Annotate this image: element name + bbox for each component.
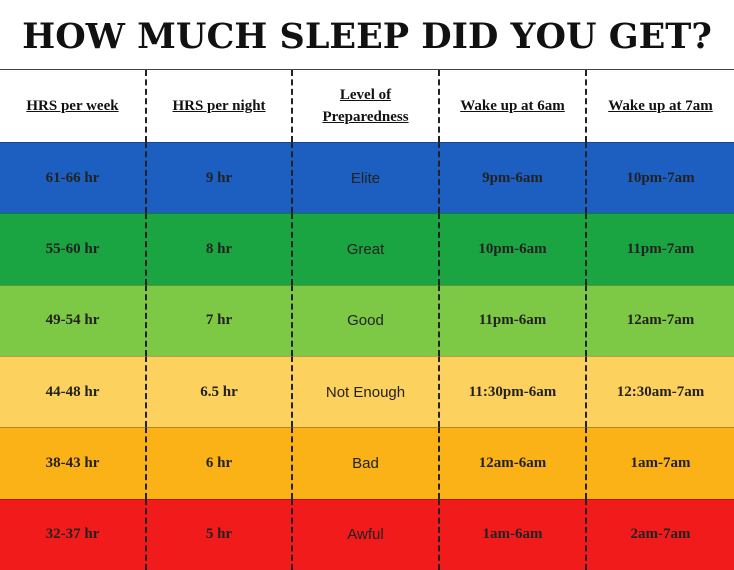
- table-cell: 9pm-6am: [440, 142, 587, 214]
- table-cell: 6 hr: [147, 427, 293, 499]
- table-cell: 55-60 hr: [0, 213, 147, 285]
- table-cell: 1am-7am: [587, 427, 734, 499]
- table-cell: 11pm-6am: [440, 284, 587, 356]
- table-cell: 8 hr: [147, 213, 293, 285]
- table-cell: 49-54 hr: [0, 284, 147, 356]
- column-header: Wake up at 6am: [440, 70, 587, 142]
- table-cell: Not Enough: [293, 355, 440, 428]
- column-header: Wake up at 7am: [587, 70, 734, 142]
- table-cell: 1am-6am: [440, 498, 587, 570]
- table-cell: Bad: [293, 427, 440, 499]
- table-cell: Great: [293, 213, 440, 285]
- table-cell: 2am-7am: [587, 498, 734, 570]
- sleep-table: HRS per week HRS per night Level of Prepar…: [0, 70, 734, 570]
- title: HOW MUCH SLEEP DID YOU GET?: [0, 0, 734, 70]
- table-cell: 11:30pm-6am: [440, 355, 587, 428]
- table-cell: 61-66 hr: [0, 142, 147, 214]
- table-cell: 38-43 hr: [0, 427, 147, 499]
- table-cell: Awful: [293, 498, 440, 570]
- table-cell: 11pm-7am: [587, 213, 734, 285]
- table-cell: 6.5 hr: [147, 355, 293, 428]
- table-cell: 5 hr: [147, 498, 293, 570]
- column-header: HRS per week: [0, 70, 147, 142]
- table-cell: 12am-6am: [440, 427, 587, 499]
- column-header: Level of Preparedness: [293, 70, 440, 142]
- table-cell: 32-37 hr: [0, 498, 147, 570]
- table-cell: 12:30am-7am: [587, 355, 734, 428]
- table-cell: 9 hr: [147, 142, 293, 214]
- table-cell: 10pm-6am: [440, 213, 587, 285]
- table-cell: 12am-7am: [587, 284, 734, 356]
- table-cell: 7 hr: [147, 284, 293, 356]
- table-cell: 44-48 hr: [0, 355, 147, 428]
- table-cell: Good: [293, 284, 440, 356]
- column-header: HRS per night: [147, 70, 293, 142]
- table-cell: Elite: [293, 142, 440, 214]
- table-cell: 10pm-7am: [587, 142, 734, 214]
